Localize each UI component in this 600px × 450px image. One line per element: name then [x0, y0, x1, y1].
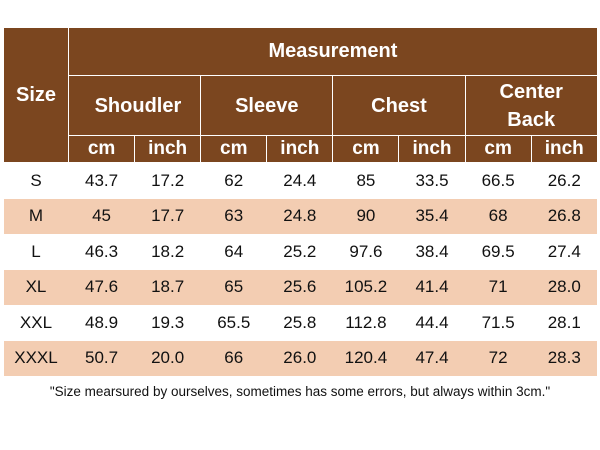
value-cell: 47.4	[398, 340, 466, 376]
size-cell: XXL	[19, 312, 53, 332]
value-cell: 65.5	[217, 312, 251, 332]
value-cell: 28.0	[531, 269, 598, 305]
value-cell: 47.6	[68, 269, 135, 305]
value-cell: 26.8	[531, 198, 598, 234]
data-row: S 43.7 17.2 62 24.4 85 33.5 66.5 26.2	[4, 163, 598, 199]
value-cell: 28.3	[531, 340, 598, 376]
header-row: Size Measurement	[3, 27, 598, 163]
group-header: Shoudler	[67, 75, 202, 136]
value-cell: 38.4	[415, 241, 449, 261]
value-cell: 66.5	[481, 170, 515, 190]
value-cell: 18.2	[151, 241, 185, 261]
value-cell: 26.0	[266, 340, 333, 376]
value-cell: 72	[465, 340, 532, 376]
data-row: L 46.3 18.2 64 25.2 97.6 38.4 69.5 27.4	[4, 234, 598, 270]
value-cell: 62	[224, 170, 244, 190]
value-cell: 50.7	[68, 340, 135, 376]
group-header: Chest	[332, 75, 466, 136]
value-cell: 18.7	[134, 269, 201, 305]
group-header: Sleeve	[200, 75, 334, 136]
value-cell: 71	[465, 269, 532, 305]
value-cell: 25.8	[283, 312, 317, 332]
unit-row: cm inch cm inch cm inch cm inch	[4, 135, 598, 163]
size-cell: L	[31, 241, 41, 261]
unit-header: inch	[134, 135, 202, 163]
value-cell: 68	[465, 198, 532, 234]
value-cell: 27.4	[547, 241, 581, 261]
size-cell: XL	[3, 269, 69, 305]
data-row: XL 47.6 18.7 65 25.6 105.2 41.4 71 28.0	[3, 269, 598, 305]
unit-header: cm	[464, 135, 532, 163]
value-cell: 17.2	[151, 170, 185, 190]
unit-header: cm	[200, 135, 268, 163]
unit-header: inch	[398, 135, 466, 163]
value-cell: 46.3	[85, 241, 119, 261]
value-cell: 26.2	[547, 170, 581, 190]
value-cell: 28.1	[547, 312, 581, 332]
value-cell: 48.9	[85, 312, 119, 332]
value-cell: 19.3	[151, 312, 185, 332]
value-cell: 65	[200, 269, 267, 305]
value-cell: 105.2	[332, 269, 399, 305]
group-label: Center Back	[499, 80, 563, 131]
measurement-header: Measurement	[68, 27, 598, 76]
value-cell: 25.6	[266, 269, 333, 305]
value-cell: 120.4	[332, 340, 399, 376]
value-cell: 17.7	[134, 198, 201, 234]
value-cell: 24.8	[266, 198, 333, 234]
value-cell: 69.5	[481, 241, 515, 261]
size-cell: M	[3, 198, 69, 234]
value-cell: 63	[200, 198, 267, 234]
group-header: Center Back	[464, 75, 598, 136]
note: "Size mearsured by ourselves, sometimes …	[49, 384, 551, 399]
value-cell: 41.4	[398, 269, 466, 305]
value-cell: 20.0	[134, 340, 201, 376]
value-cell: 85	[356, 170, 376, 190]
data-row: XXL 48.9 19.3 65.5 25.8 112.8 44.4 71.5 28.1	[4, 305, 598, 341]
value-cell: 71.5	[481, 312, 515, 332]
value-cell: 64	[224, 241, 244, 261]
unit-header: cm	[332, 135, 400, 163]
value-cell: 45	[68, 198, 135, 234]
value-cell: 43.7	[85, 170, 119, 190]
group-label: Sleeve	[235, 94, 299, 117]
value-cell: 112.8	[345, 312, 387, 332]
size-cell: S	[30, 170, 42, 190]
data-row: M 45 17.7 63 24.8 90 35.4 68 26.8	[3, 198, 598, 234]
value-cell: 66	[200, 340, 267, 376]
size-table: Size Measurement Shoudler Sleeve Chest Center…	[3, 27, 598, 376]
value-cell: 44.4	[415, 312, 449, 332]
unit-header: cm	[67, 135, 136, 163]
data-row: XXXL 50.7 20.0 66 26.0 120.4 47.4 72 28.3	[3, 340, 598, 376]
value-cell: 24.4	[283, 170, 317, 190]
group-label: Chest	[371, 94, 427, 117]
group-row: Shoudler Sleeve Chest Center Back	[4, 75, 598, 136]
value-cell: 97.6	[349, 241, 383, 261]
unit-header: inch	[530, 135, 598, 163]
value-cell: 90	[332, 198, 399, 234]
unit-header: inch	[266, 135, 334, 163]
size-header: Size	[3, 27, 69, 163]
value-cell: 25.2	[283, 241, 317, 261]
group-label: Shoudler	[94, 94, 182, 117]
value-cell: 35.4	[398, 198, 466, 234]
size-cell: XXXL	[3, 340, 69, 376]
value-cell: 33.5	[415, 170, 449, 190]
